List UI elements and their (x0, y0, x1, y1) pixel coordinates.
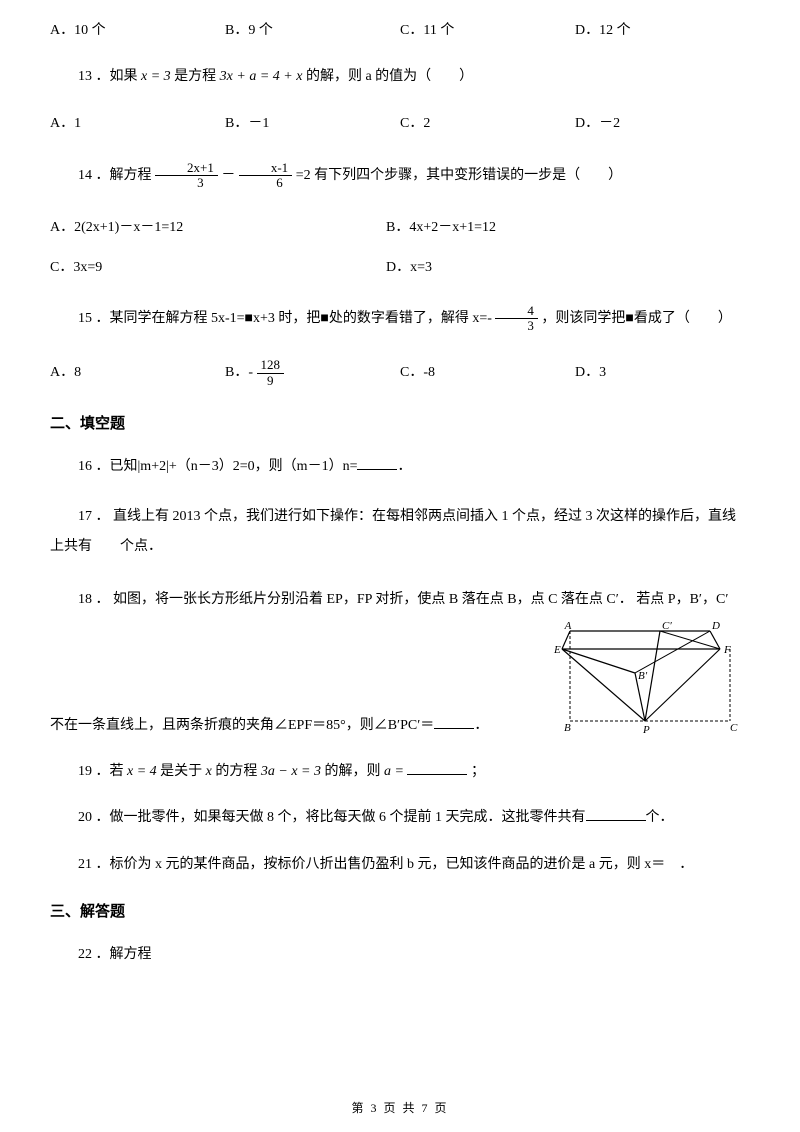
q19-var: x (206, 764, 212, 779)
q14-opt-a: A．2(2x+1)－x－1=12 (50, 217, 386, 239)
q14-text: 14 ．解方程 2x+1 3 － x-1 6 =2 有下列四个步骤，其中变形错误… (50, 159, 750, 193)
svg-text:B′: B′ (638, 670, 648, 682)
q13-suffix: 的解，则 a 的值为（ ） (306, 69, 473, 84)
q16-text: 16 ．已知|m+2|+（n－3）2=0，则（m－1）n= ． (50, 456, 750, 478)
q14-frac1: 2x+1 3 (155, 161, 218, 191)
svg-text:A: A (564, 621, 572, 632)
q17-line1: 17 ． 直线上有 2013 个点，我们进行如下操作：在每相邻两点间插入 1 个… (50, 502, 736, 531)
q15-prefix: 15 ．某同学在解方程 5x-1=■x+3 时，把■处的数字看错了，解得 x=- (78, 311, 492, 326)
opt-a: A．10 个 (50, 20, 225, 42)
q15-opt-b-pre: B．- (225, 365, 253, 380)
q14-frac2-num: x-1 (239, 161, 292, 176)
svg-text:P: P (642, 724, 650, 736)
q19-varA: a = (384, 764, 404, 779)
q13-eq1: x = 3 (141, 69, 171, 84)
q14-prefix: 14 ．解方程 (78, 168, 152, 183)
q14-frac1-num: 2x+1 (155, 161, 218, 176)
q19-text: 19 ．若 x = 4 是关于 x 的方程 3a − x = 3 的解，则 a … (50, 761, 750, 783)
q15-frac: 4 3 (495, 304, 538, 334)
svg-text:F: F (723, 644, 731, 656)
svg-text:C′: C′ (662, 621, 672, 632)
q15-opt-d: D．3 (575, 362, 750, 384)
q15-opt-b-den: 9 (257, 374, 285, 388)
q-prev-options: A．10 个 B．9 个 C．11 个 D．12 个 (50, 20, 750, 42)
q13-mid: 是方程 (174, 69, 216, 84)
q13-opt-d: D．－2 (575, 113, 750, 135)
q19-eq2: 3a − x = 3 (261, 764, 321, 779)
q15-frac-num: 4 (495, 304, 538, 319)
opt-c: C．11 个 (400, 20, 575, 42)
q18-line2-post: ． (474, 718, 488, 733)
q18-line1: 18 ． 如图，将一张长方形纸片分别沿着 EP，FP 对折，使点 B 落在点 B… (50, 585, 750, 614)
opt-d: D．12 个 (575, 20, 750, 42)
q15-suffix: ，则该同学把■看成了（ ） (541, 311, 731, 326)
q15-opt-c: C．-8 (400, 362, 575, 384)
q17-line2-pre: 上共有 (50, 539, 120, 554)
q20-blank (586, 807, 646, 821)
q19-prefix: 19 ．若 (78, 764, 124, 779)
q14-minus: － (221, 168, 235, 183)
q14-options: A．2(2x+1)－x－1=12 B．4x+2－x+1=12 C．3x=9 D．… (50, 217, 750, 280)
q15-opt-b-frac: 128 9 (257, 358, 285, 388)
q18-blank (434, 715, 474, 729)
q14-frac2-den: 6 (239, 176, 292, 190)
q20-text: 20 ．做一批零件，如果每天做 8 个，将比每天做 6 个提前 1 天完成．这批… (50, 807, 750, 829)
q19-blank (407, 761, 467, 775)
svg-text:C: C (730, 722, 738, 734)
opt-b: B．9 个 (225, 20, 400, 42)
q19-suffix: ； (471, 764, 485, 779)
q14-opt-b: B．4x+2－x+1=12 (386, 217, 750, 239)
q15-opt-b-num: 128 (257, 358, 285, 373)
q18-line2-pre: 不在一条直线上，且两条折痕的夹角∠EPF＝85°，则∠B′PC′＝ (50, 718, 434, 733)
q13-options: A．1 B．－1 C．2 D．－2 (50, 113, 750, 135)
page-footer: 第 3 页 共 7 页 (0, 1099, 800, 1118)
section3-heading: 三、解答题 (50, 900, 750, 924)
q14-opt-d: D．x=3 (386, 257, 750, 279)
q15-options: A．8 B．- 128 9 C．-8 D．3 (50, 358, 750, 388)
q13-opt-a: A．1 (50, 113, 225, 135)
q15-frac-den: 3 (495, 319, 538, 333)
q13-opt-b: B．－1 (225, 113, 400, 135)
q17-line2-post: 个点． (120, 539, 162, 554)
q14-opt-c: C．3x=9 (50, 257, 386, 279)
q19-eq1: x = 4 (127, 764, 157, 779)
q19-mid3: 的解，则 (325, 764, 381, 779)
q16-blank (357, 456, 397, 470)
svg-text:B: B (564, 722, 571, 734)
q18-figure: A C′ D E F B′ B P C (550, 621, 750, 744)
q15-opt-b: B．- 128 9 (225, 358, 400, 388)
q21-text: 21 ．标价为 x 元的某件商品，按标价八折出售仍盈利 b 元，已知该件商品的进… (50, 854, 750, 876)
q18-block: 18 ． 如图，将一张长方形纸片分别沿着 EP，FP 对折，使点 B 落在点 B… (50, 585, 750, 737)
q20-pre: 20 ．做一批零件，如果每天做 8 个，将比每天做 6 个提前 1 天完成．这批… (78, 810, 586, 825)
q14-suffix: =2 有下列四个步骤，其中变形错误的一步是（ ） (296, 168, 622, 183)
q22-text: 22 ．解方程 (50, 944, 750, 966)
q13-eq2: 3x + a = 4 + x (220, 69, 303, 84)
section2-heading: 二、填空题 (50, 412, 750, 436)
q13-opt-c: C．2 (400, 113, 575, 135)
svg-text:D: D (711, 621, 720, 632)
q14-frac2: x-1 6 (239, 161, 292, 191)
q20-post: 个． (646, 810, 674, 825)
q15-text: 15 ．某同学在解方程 5x-1=■x+3 时，把■处的数字看错了，解得 x=-… (50, 304, 750, 335)
q13-text: 13 ．如果 x = 3 是方程 3x + a = 4 + x 的解，则 a 的… (50, 66, 750, 88)
q19-mid1: 是关于 (160, 764, 202, 779)
svg-text:E: E (553, 644, 561, 656)
q16-suffix: ． (397, 459, 411, 474)
q19-mid2: 的方程 (215, 764, 257, 779)
q15-opt-a: A．8 (50, 362, 225, 384)
q13-prefix: 13 ．如果 (78, 69, 138, 84)
q14-frac1-den: 3 (155, 176, 218, 190)
q17-text: 17 ． 直线上有 2013 个点，我们进行如下操作：在每相邻两点间插入 1 个… (50, 502, 750, 561)
q16-main: 16 ．已知|m+2|+（n－3）2=0，则（m－1）n= (78, 459, 357, 474)
